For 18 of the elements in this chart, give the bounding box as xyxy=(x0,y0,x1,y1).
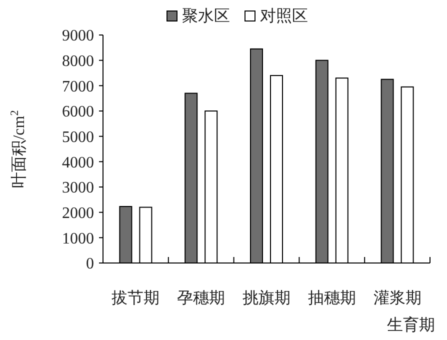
legend-label: 聚水区 xyxy=(182,7,230,25)
y-tick-label: 2000 xyxy=(62,204,94,222)
y-tick-label: 7000 xyxy=(62,78,94,96)
y-tick-label: 3000 xyxy=(62,180,94,197)
y-tick-label: 6000 xyxy=(62,104,94,121)
y-tick-label: 0 xyxy=(86,256,94,273)
x-tick-label: 孕穗期 xyxy=(177,289,226,307)
y-tick-label: 9000 xyxy=(62,28,94,45)
y-tick-label: 5000 xyxy=(62,128,94,146)
y-tick-label: 4000 xyxy=(62,154,94,172)
x-tick-label: 挑旗期 xyxy=(242,289,290,307)
x-tick-label: 灌浆期 xyxy=(373,289,422,307)
x-tick-label: 拔节期 xyxy=(112,289,160,307)
y-tick-label: 1000 xyxy=(62,230,94,248)
x-tick-label: 抽穗期 xyxy=(308,289,356,307)
y-tick-label: 8000 xyxy=(62,52,94,70)
legend-label: 对照区 xyxy=(260,7,308,25)
x-axis-title: 生育期 xyxy=(387,316,435,334)
